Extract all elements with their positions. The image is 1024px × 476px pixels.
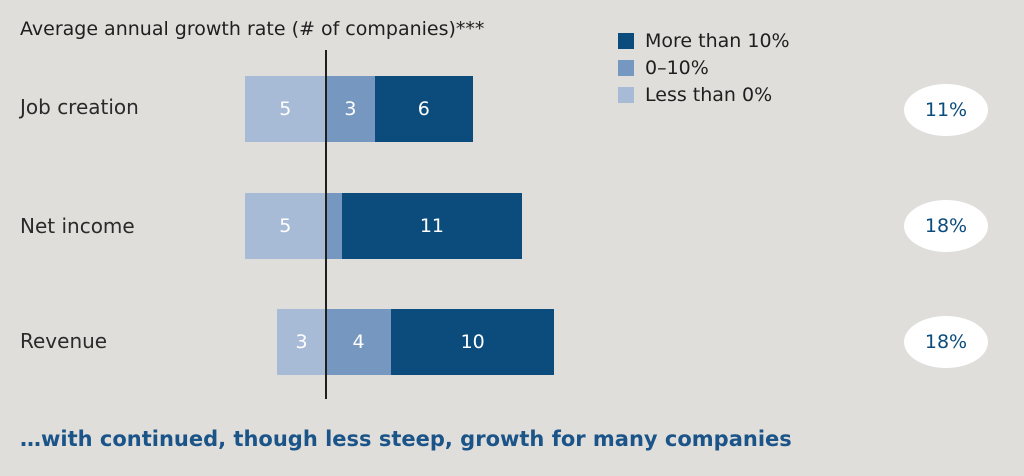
- bar-0-10: 3: [326, 76, 375, 142]
- legend-label: 0–10%: [645, 56, 709, 79]
- bar-value-label: 10: [460, 331, 485, 353]
- bar-value-label: 5: [279, 98, 292, 120]
- legend-label: More than 10%: [645, 29, 790, 52]
- bar-less-than-0: 3: [277, 309, 326, 375]
- footer-text: …with continued, though less steep, grow…: [20, 427, 792, 451]
- bar-value-label: 5: [279, 215, 292, 237]
- chart-title: Average annual growth rate (# of compani…: [20, 18, 485, 40]
- bar-more-than-10: 10: [391, 309, 555, 375]
- category-label-revenue: Revenue: [20, 329, 108, 353]
- legend-item-less-than-0: Less than 0%: [618, 81, 790, 108]
- bar-less-than-0: 5: [244, 193, 326, 259]
- percent-badge: 18%: [904, 200, 988, 252]
- legend-label: Less than 0%: [645, 83, 773, 106]
- legend-item-more-than-10: More than 10%: [618, 27, 790, 54]
- bar-value-label: 3: [295, 331, 308, 353]
- legend-item-0-10: 0–10%: [618, 54, 790, 81]
- bar-0-10: [326, 193, 343, 259]
- percent-badge: 18%: [904, 316, 988, 368]
- category-label-net-income: Net income: [20, 214, 135, 238]
- bar-0-10: 4: [326, 309, 392, 375]
- bar-more-than-10: 6: [374, 76, 473, 142]
- legend-swatch: [618, 86, 634, 103]
- category-label-job-creation: Job creation: [20, 95, 139, 119]
- bar-more-than-10: 11: [342, 193, 522, 259]
- percent-badge: 11%: [904, 84, 988, 136]
- bar-value-label: 6: [417, 98, 430, 120]
- bar-value-label: 11: [419, 215, 445, 237]
- legend: More than 10% 0–10% Less than 0%: [618, 27, 790, 108]
- zero-axis-line: [325, 50, 327, 399]
- bar-less-than-0: 5: [244, 76, 326, 142]
- bar-value-label: 4: [352, 331, 365, 353]
- legend-swatch: [618, 32, 634, 49]
- legend-swatch: [618, 59, 634, 76]
- bar-value-label: 3: [344, 98, 357, 120]
